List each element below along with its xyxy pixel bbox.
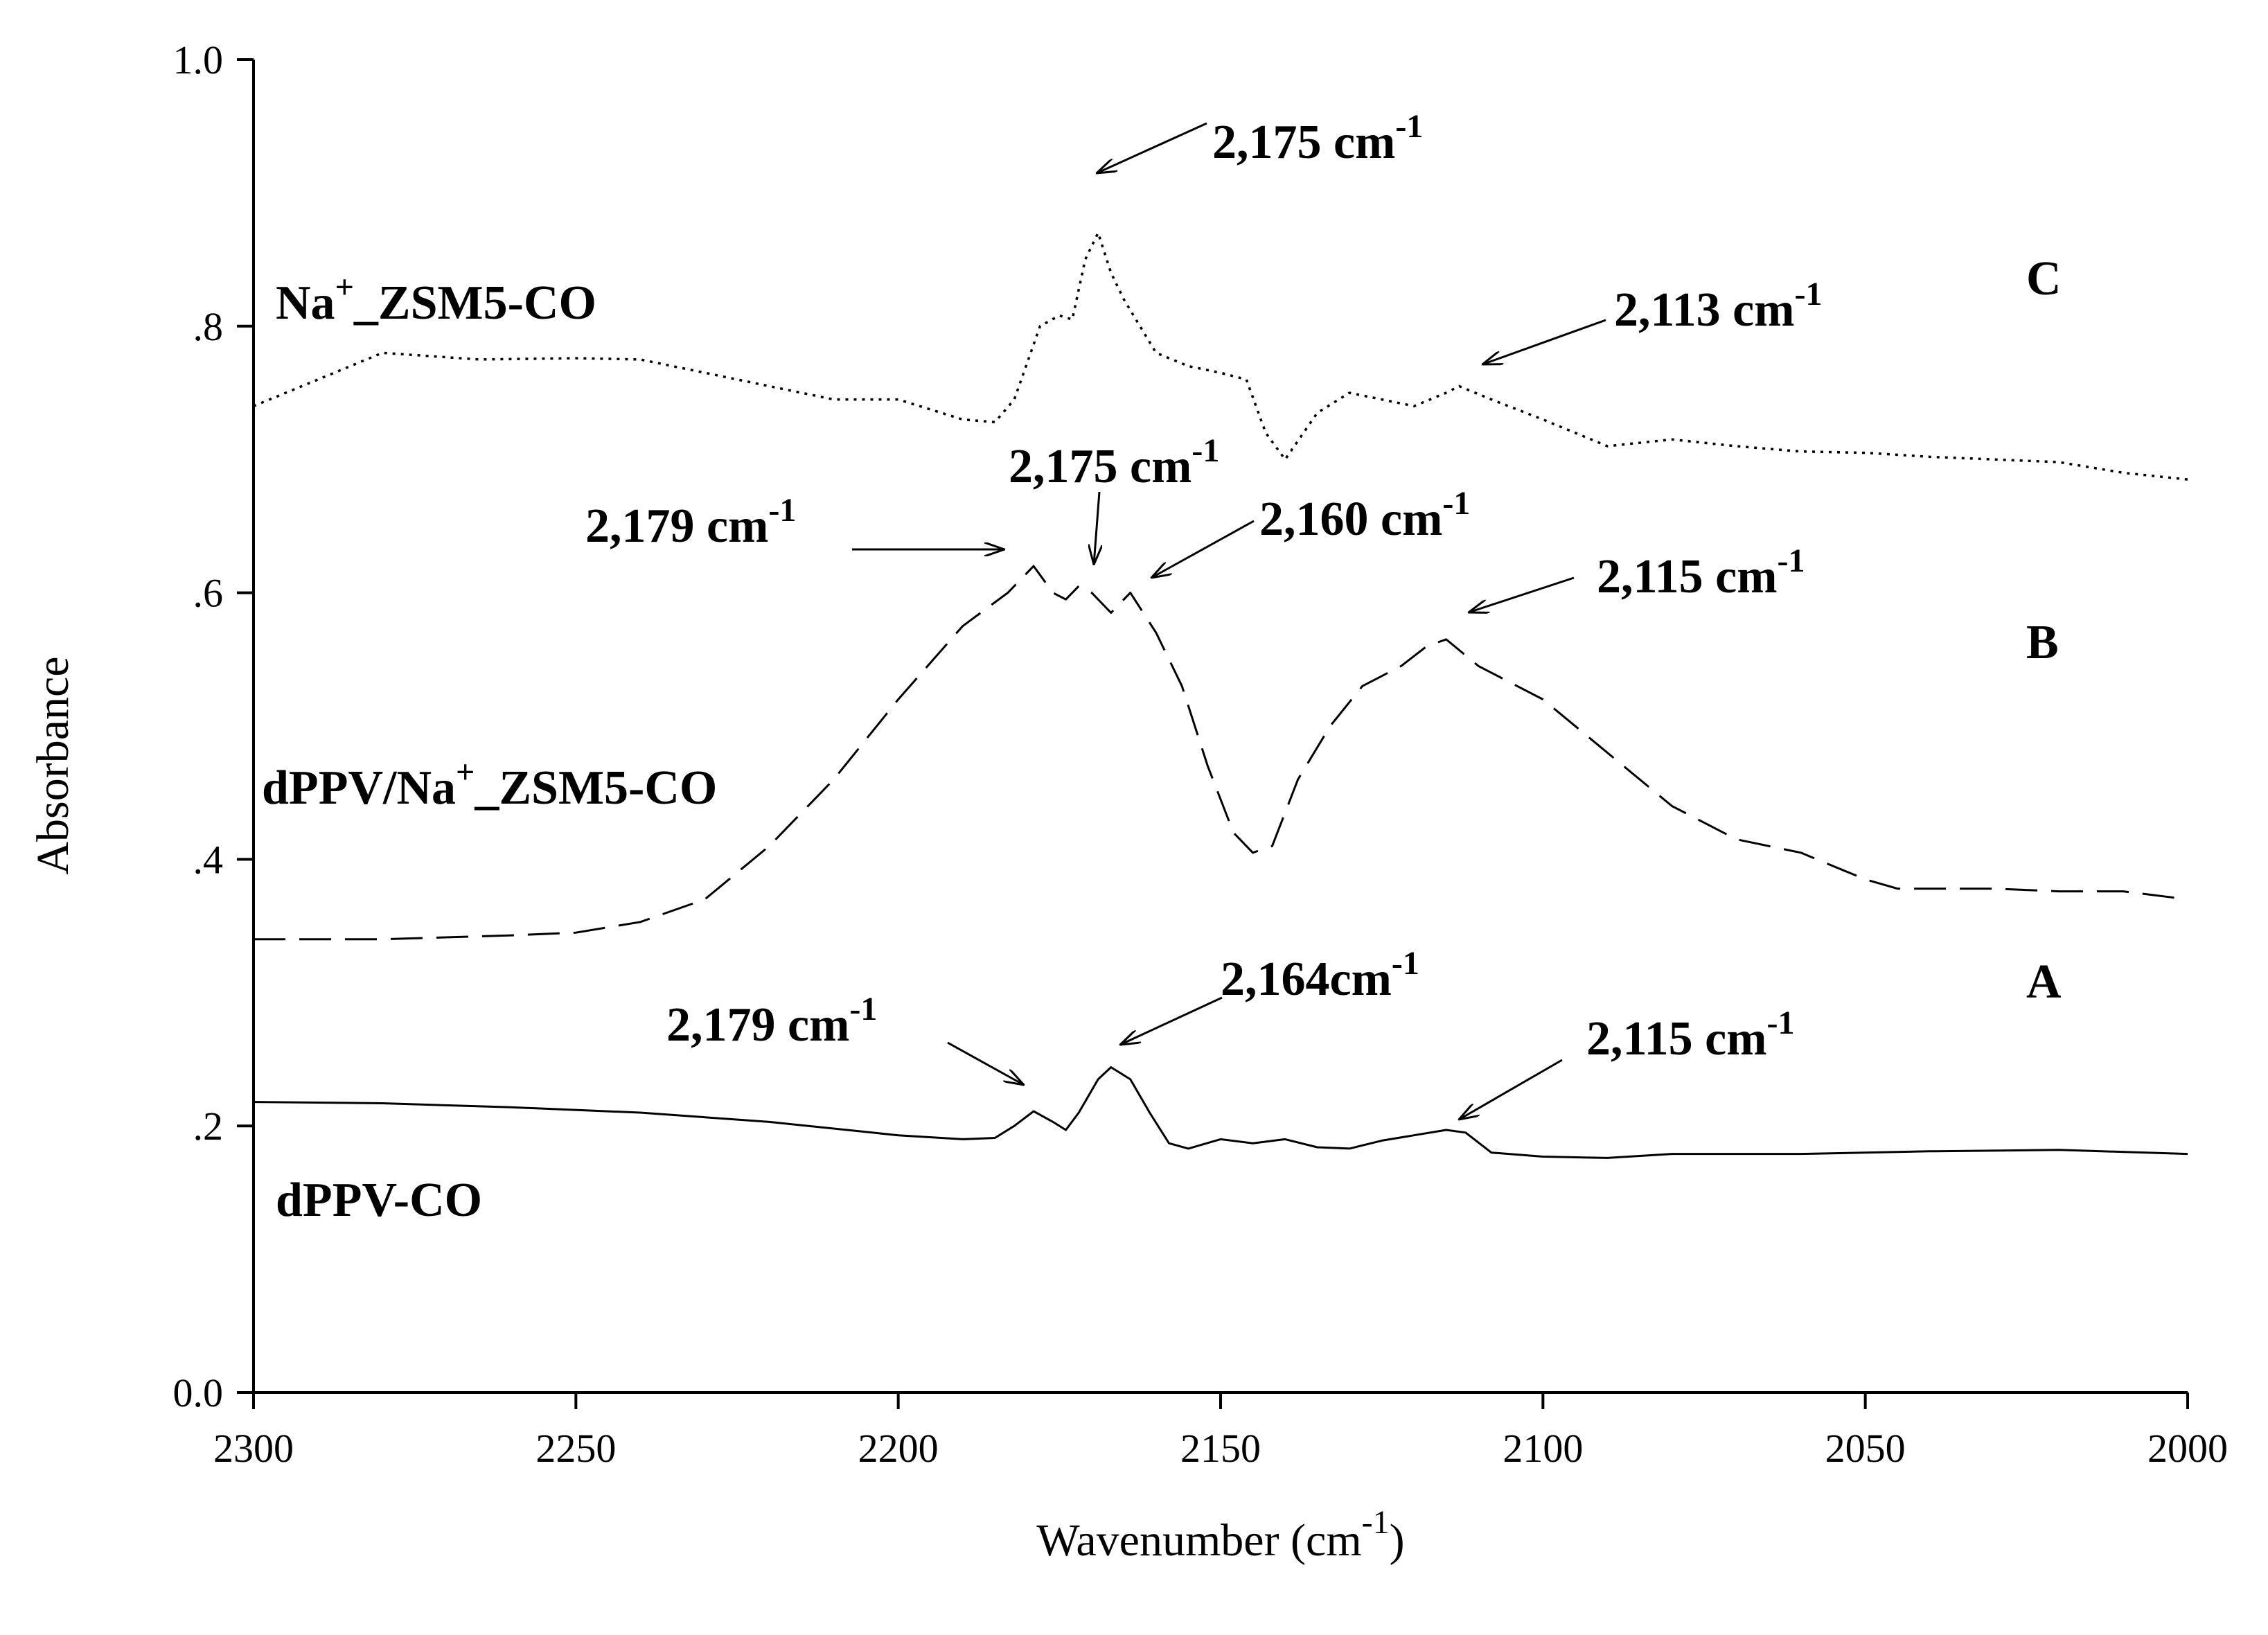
- x-tick-label: 2050: [1825, 1426, 1906, 1471]
- x-tick-label: 2200: [858, 1426, 939, 1471]
- series-label-b: dPPV/Na+_ZSM5-CO: [262, 754, 717, 815]
- series-letter-c: C: [2026, 252, 2062, 306]
- x-tick-label: 2300: [213, 1426, 294, 1471]
- x-tick-label: 2150: [1180, 1426, 1261, 1471]
- svg-text:2,160 cm-1: 2,160 cm-1: [1259, 485, 1470, 546]
- y-tick-label: .6: [193, 571, 224, 616]
- y-tick-label: 0.0: [173, 1370, 224, 1415]
- peak-annotation-a-2164: 2,164cm-1: [1120, 945, 1419, 1045]
- x-tick-label: 2100: [1503, 1426, 1583, 1471]
- series-line-c: [253, 231, 2188, 481]
- peak-annotation-a-2115: 2,115 cm-1: [1459, 1005, 1795, 1120]
- peak-annotation-b-2160: 2,160 cm-1: [1151, 485, 1470, 578]
- peak-annotation-b-2115: 2,115 cm-1: [1469, 542, 1805, 612]
- x-tick-label: 2000: [2147, 1426, 2228, 1471]
- svg-text:2,175 cm-1: 2,175 cm-1: [1212, 108, 1423, 169]
- spectra-series: [253, 231, 2188, 1159]
- series-letter-b: B: [2026, 616, 2059, 669]
- svg-text:2,164cm-1: 2,164cm-1: [1221, 945, 1419, 1006]
- peak-annotation-b-2175: 2,175 cm-1: [1009, 432, 1219, 565]
- series-label-a: dPPV-CO: [276, 1174, 482, 1227]
- svg-text:2,115 cm-1: 2,115 cm-1: [1586, 1005, 1795, 1066]
- x-tick-label: 2250: [535, 1426, 616, 1471]
- svg-text:2,113 cm-1: 2,113 cm-1: [1614, 276, 1823, 337]
- y-tick-label: .2: [193, 1104, 224, 1149]
- svg-text:2,115 cm-1: 2,115 cm-1: [1597, 542, 1805, 603]
- svg-text:2,175 cm-1: 2,175 cm-1: [1009, 432, 1219, 493]
- series-line-b: [254, 565, 2188, 941]
- series-label-c: Na+_ZSM5-CO: [276, 269, 596, 330]
- x-axis-ticks: 2300 2250 2200 2150 2100 2050 2000: [213, 1393, 2228, 1471]
- svg-text:2,179 cm-1: 2,179 cm-1: [666, 991, 877, 1052]
- series-letter-a: A: [2026, 955, 2062, 1009]
- peak-annotation-b-2179: 2,179 cm-1: [585, 492, 1004, 553]
- y-tick-label: 1.0: [173, 37, 224, 82]
- series-line-a: [253, 1066, 2188, 1159]
- y-tick-label: .4: [193, 837, 224, 882]
- y-axis-ticks: 0.0 .2 .4 .6 .8 1.0: [173, 37, 254, 1415]
- x-axis-title: Wavenumber (cm-1): [1036, 1504, 1404, 1566]
- svg-text:2,179 cm-1: 2,179 cm-1: [585, 492, 796, 553]
- peak-annotation-c-2113: 2,113 cm-1: [1482, 276, 1823, 364]
- peak-annotation-a-2179: 2,179 cm-1: [666, 991, 1024, 1085]
- y-tick-label: .8: [193, 304, 224, 349]
- y-axis-title: Absorbance: [28, 656, 78, 874]
- peak-annotation-c-2175: 2,175 cm-1: [1097, 108, 1423, 173]
